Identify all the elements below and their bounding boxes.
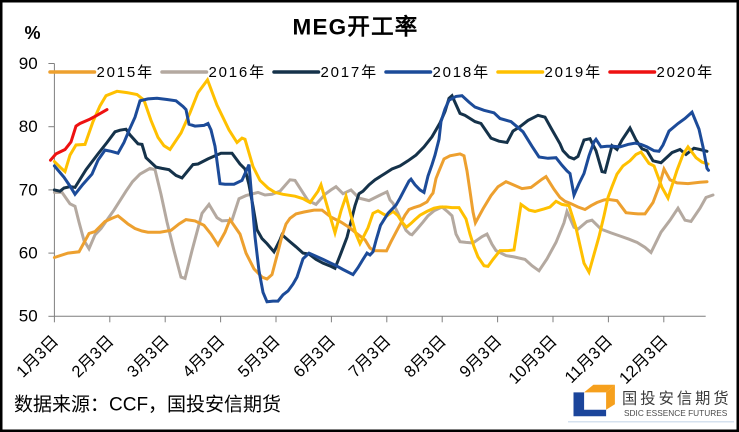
- svg-text:8月3日: 8月3日: [401, 332, 450, 381]
- svg-text:国投安信期货: 国投安信期货: [622, 391, 732, 408]
- svg-text:数据来源：CCF，国投安信期货: 数据来源：CCF，国投安信期货: [14, 393, 281, 415]
- svg-text:7月3日: 7月3日: [345, 332, 394, 381]
- svg-text:2019年: 2019年: [545, 64, 602, 81]
- svg-text:3月3日: 3月3日: [124, 332, 173, 381]
- svg-text:SDIC ESSENCE FUTURES: SDIC ESSENCE FUTURES: [624, 408, 728, 418]
- svg-text:10月3日: 10月3日: [505, 332, 561, 388]
- svg-text:11月3日: 11月3日: [561, 332, 616, 387]
- svg-text:1月3日: 1月3日: [13, 332, 62, 381]
- svg-text:MEG开工率: MEG开工率: [293, 14, 419, 40]
- svg-text:2017年: 2017年: [321, 64, 378, 81]
- svg-text:2018年: 2018年: [433, 64, 490, 81]
- svg-text:6月3日: 6月3日: [290, 332, 339, 381]
- svg-text:12月3日: 12月3日: [616, 332, 672, 388]
- svg-text:60: 60: [19, 244, 38, 263]
- svg-text:70: 70: [19, 180, 38, 199]
- svg-text:2月3日: 2月3日: [68, 332, 117, 381]
- svg-text:%: %: [24, 23, 40, 43]
- svg-text:2015年: 2015年: [97, 64, 154, 81]
- svg-text:50: 50: [19, 307, 38, 326]
- svg-text:2016年: 2016年: [209, 64, 266, 81]
- svg-text:80: 80: [19, 117, 38, 136]
- svg-text:9月3日: 9月3日: [456, 332, 505, 381]
- svg-text:5月3日: 5月3日: [235, 332, 284, 381]
- svg-text:90: 90: [19, 54, 38, 73]
- svg-text:2020年: 2020年: [657, 64, 714, 81]
- svg-text:4月3日: 4月3日: [179, 332, 228, 381]
